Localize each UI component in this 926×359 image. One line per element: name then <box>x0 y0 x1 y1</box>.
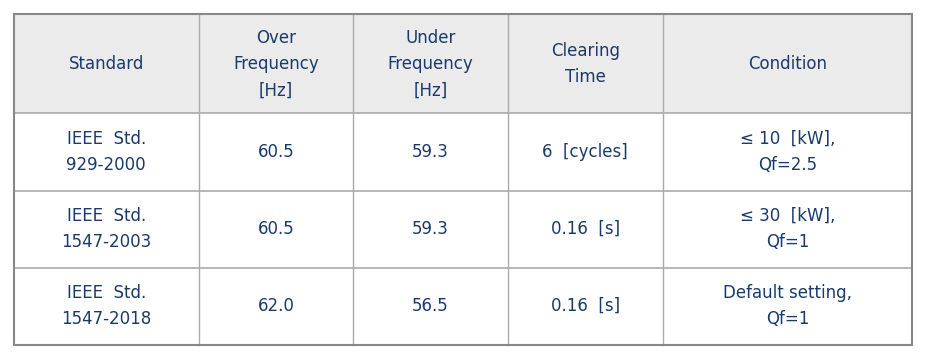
Bar <box>14 191 198 267</box>
Bar <box>507 14 663 113</box>
Text: Standard: Standard <box>69 55 144 73</box>
Text: Condition: Condition <box>748 55 827 73</box>
Text: 56.5: 56.5 <box>412 297 449 315</box>
Text: 0.16  [s]: 0.16 [s] <box>551 220 619 238</box>
Text: IEEE  Std.
1547-2003: IEEE Std. 1547-2003 <box>61 207 151 251</box>
Bar <box>663 113 912 191</box>
Text: ≤ 10  [kW],
Qf=2.5: ≤ 10 [kW], Qf=2.5 <box>740 130 835 174</box>
Bar <box>663 267 912 345</box>
Text: 59.3: 59.3 <box>412 143 449 161</box>
Bar <box>14 113 198 191</box>
Bar <box>663 191 912 267</box>
Text: 60.5: 60.5 <box>257 143 294 161</box>
Text: ≤ 30  [kW],
Qf=1: ≤ 30 [kW], Qf=1 <box>740 207 835 251</box>
Bar <box>507 113 663 191</box>
Text: IEEE  Std.
1547-2018: IEEE Std. 1547-2018 <box>61 284 151 328</box>
Bar <box>198 113 353 191</box>
Text: Under
Frequency
[Hz]: Under Frequency [Hz] <box>388 28 473 99</box>
Bar <box>198 267 353 345</box>
Bar <box>507 267 663 345</box>
Bar <box>353 267 507 345</box>
Bar <box>353 191 507 267</box>
Text: IEEE  Std.
929-2000: IEEE Std. 929-2000 <box>67 130 146 174</box>
Bar <box>353 113 507 191</box>
Text: Default setting,
Qf=1: Default setting, Qf=1 <box>723 284 852 328</box>
Bar <box>353 14 507 113</box>
Text: Clearing
Time: Clearing Time <box>551 42 619 86</box>
Bar <box>507 191 663 267</box>
Bar <box>198 14 353 113</box>
Text: 62.0: 62.0 <box>257 297 294 315</box>
Bar <box>198 191 353 267</box>
Bar <box>663 14 912 113</box>
Text: 6  [cycles]: 6 [cycles] <box>543 143 628 161</box>
Bar <box>14 14 198 113</box>
Text: Over
Frequency
[Hz]: Over Frequency [Hz] <box>233 28 319 99</box>
Bar <box>14 267 198 345</box>
Text: 0.16  [s]: 0.16 [s] <box>551 297 619 315</box>
Text: 59.3: 59.3 <box>412 220 449 238</box>
Text: 60.5: 60.5 <box>257 220 294 238</box>
